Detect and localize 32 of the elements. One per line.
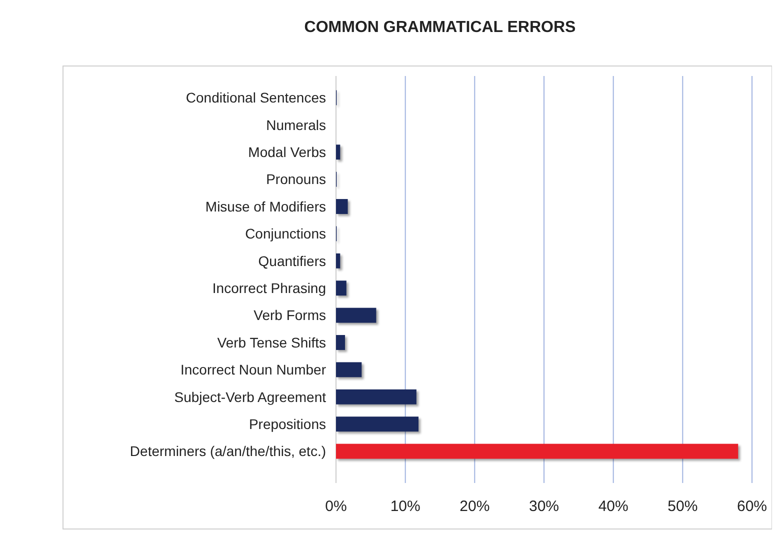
- y-tick-label: Verb Tense Shifts: [217, 334, 326, 350]
- x-tick-label: 0%: [325, 498, 347, 515]
- y-tick-label: Pronouns: [266, 171, 326, 188]
- bar: [336, 416, 419, 432]
- y-tick-label: Quantifiers: [258, 252, 326, 269]
- y-tick-label: Misuse of Modifiers: [205, 198, 326, 214]
- y-tick-label: Conjunctions: [245, 226, 326, 242]
- y-tick-label: Incorrect Noun Number: [180, 362, 326, 378]
- y-tick-label: Conditional Sentences: [186, 90, 326, 106]
- bar: [336, 389, 416, 404]
- x-tick-label: 20%: [460, 498, 490, 515]
- y-tick-label: Verb Forms: [254, 307, 326, 324]
- bar: [336, 199, 348, 214]
- x-tick-label: 50%: [668, 498, 698, 515]
- x-tick-label: 60%: [736, 498, 768, 515]
- y-tick-label: Determiners (a/an/the/this, etc.): [130, 443, 326, 460]
- x-tick-label: 10%: [390, 498, 420, 515]
- bar: [336, 335, 346, 350]
- bar: [336, 362, 362, 378]
- bar: [336, 144, 340, 160]
- y-tick-label: Prepositions: [248, 416, 326, 432]
- y-tick-label: Numerals: [266, 116, 326, 133]
- y-tick-label: Modal Verbs: [248, 144, 326, 160]
- x-tick-label: 30%: [528, 498, 560, 515]
- bar: [336, 280, 346, 296]
- bar: [336, 253, 340, 268]
- x-tick-label: 40%: [598, 498, 628, 515]
- bar: [336, 444, 738, 459]
- y-tick-label: Incorrect Phrasing: [212, 280, 326, 296]
- y-tick-label: Subject-Verb Agreement: [174, 388, 326, 405]
- chart-title: COMMON GRAMMATICAL ERRORS: [304, 19, 576, 36]
- bar: [336, 308, 376, 323]
